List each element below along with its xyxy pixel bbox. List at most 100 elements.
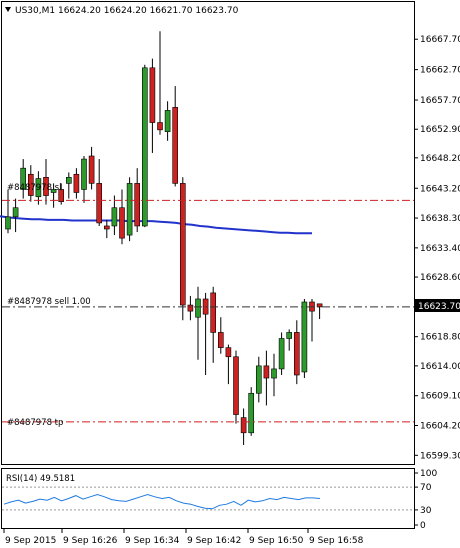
candle-bear	[293, 320, 300, 385]
moving-average-layer	[0, 215, 312, 235]
candle-bull	[271, 353, 277, 397]
time-axis: 9 Sep 2015 9 Sep 16:26 9 Sep 16:34 9 Sep 16…	[3, 528, 364, 546]
time-tick-label: 9 Sep 2015	[5, 536, 56, 546]
candle-body	[278, 338, 285, 370]
candle-body	[210, 292, 216, 333]
rsi-level-label: 30	[420, 506, 432, 516]
candle-bull	[20, 159, 27, 199]
time-tick-label: 9 Sep 16:58	[309, 536, 364, 546]
candle-bear	[316, 303, 323, 320]
candle-body	[286, 332, 293, 339]
candle-bear	[180, 177, 186, 321]
tp-order-label[interactable]: #8487978 tp	[7, 418, 63, 428]
current-price-badge	[415, 299, 460, 312]
candle-body	[126, 183, 133, 236]
main-plot-frame	[1, 1, 415, 465]
price-tick-label: 16648.20	[420, 154, 460, 164]
rsi-level-label: 100	[420, 469, 437, 479]
price-tick-label: 16643.20	[420, 184, 460, 194]
candle-body	[248, 392, 254, 434]
candle-bear	[240, 408, 247, 445]
candle-bull	[195, 286, 201, 360]
candle-bear	[172, 86, 178, 187]
candle-body	[180, 183, 186, 306]
candle-bear	[88, 146, 95, 190]
candle-body	[81, 158, 87, 190]
candle-bull	[50, 183, 57, 208]
rsi-level-label: 0	[420, 521, 426, 531]
time-tick-label: 9 Sep 16:50	[249, 536, 304, 546]
candle-body	[58, 189, 65, 202]
candle-body	[187, 304, 194, 312]
candle-body	[35, 178, 42, 198]
ma-line	[0, 215, 312, 235]
candle-bear	[233, 350, 239, 424]
candle-body	[12, 207, 19, 218]
price-tick-label: 16618.80	[420, 333, 460, 343]
candle-bull	[301, 298, 308, 379]
price-tick-label: 16662.70	[420, 66, 460, 76]
rsi-line	[3, 493, 321, 510]
candle-bear	[104, 219, 110, 239]
price-tick-label: 16599.30	[420, 451, 460, 461]
candle-bull	[111, 195, 118, 236]
candle-body	[255, 365, 262, 394]
candle-body	[157, 122, 163, 131]
candle-body	[134, 183, 140, 227]
candle-bull	[5, 189, 11, 234]
candle-bull	[81, 156, 87, 203]
candle-body	[225, 347, 232, 358]
candle-bull	[286, 329, 293, 351]
candle-body	[218, 332, 224, 348]
sell-order-label[interactable]: #8487978 sell 1.00	[7, 297, 91, 307]
candle-body	[172, 107, 178, 184]
time-tick-label: 9 Sep 16:42	[187, 536, 241, 546]
candle-body	[233, 356, 239, 415]
candle-body	[5, 216, 11, 230]
order-levels-layer	[2, 199, 414, 423]
candle-bear	[43, 159, 49, 205]
current-price-text: 16623.70	[418, 302, 460, 312]
price-tick-label: 16609.10	[420, 392, 460, 402]
candle-bull	[35, 171, 42, 205]
candle-body	[50, 189, 57, 193]
candle-bull	[255, 356, 262, 403]
candle-bear	[210, 286, 216, 363]
candle-body	[20, 167, 27, 190]
candle-body	[73, 173, 80, 193]
candles-layer	[5, 31, 323, 445]
rsi-level-label: 70	[420, 483, 432, 493]
chevron-down-icon[interactable]	[5, 7, 11, 12]
candle-bull	[142, 64, 148, 228]
candle-bear	[149, 58, 156, 153]
rsi-label: RSI(14) 49.5181	[6, 474, 75, 484]
candle-body	[66, 177, 72, 184]
time-tick-label: 9 Sep 16:34	[125, 536, 180, 546]
candle-body	[96, 183, 102, 224]
candle-bear	[27, 165, 34, 202]
candle-body	[27, 173, 34, 196]
price-tick-label: 16652.90	[420, 125, 460, 135]
price-tick-label: 16604.20	[420, 422, 460, 432]
sl-order-label[interactable]: #8487978 sl	[7, 183, 61, 193]
candle-body	[88, 155, 95, 184]
candle-bear	[225, 344, 232, 385]
candle-bear	[157, 31, 163, 135]
candle-bear	[119, 189, 125, 245]
rsi-plot-frame	[1, 468, 415, 529]
price-tick-label: 16614.00	[420, 362, 460, 372]
price-tick-label: 16633.40	[420, 244, 460, 254]
candle-body	[111, 207, 118, 227]
candle-body	[271, 368, 277, 379]
candle-bear	[73, 168, 80, 199]
candle-bear	[96, 159, 102, 226]
candle-body	[104, 225, 110, 230]
candle-body	[301, 301, 308, 373]
candle-body	[240, 417, 247, 434]
candle-body	[316, 303, 323, 308]
candle-bull	[12, 198, 19, 233]
candle-bear	[187, 295, 194, 321]
price-tick-label: 16667.70	[420, 35, 460, 45]
